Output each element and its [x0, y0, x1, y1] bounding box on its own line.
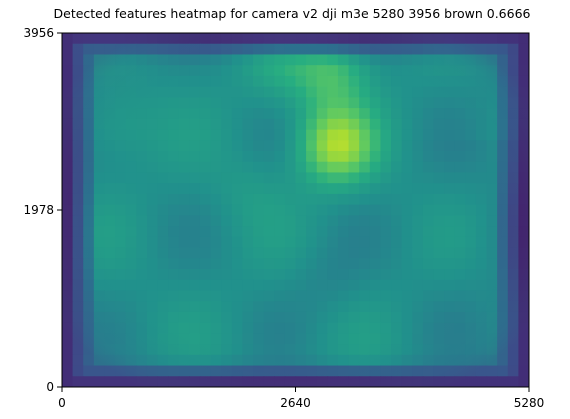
y-tick-label: 0 — [46, 380, 54, 394]
y-tick-label: 3956 — [23, 26, 54, 40]
plot-area — [61, 32, 530, 388]
y-tick-label: 1978 — [23, 203, 54, 217]
x-axis: 0 2640 5280 — [58, 387, 544, 410]
x-tick-label: 5280 — [514, 396, 545, 410]
x-tick-label: 2640 — [280, 396, 311, 410]
chart-title: Detected features heatmap for camera v2 … — [54, 6, 531, 21]
heatmap-cells — [62, 33, 529, 387]
x-tick-label: 0 — [58, 396, 66, 410]
y-axis: 0 1978 3956 — [23, 26, 62, 394]
heatmap-vignette — [62, 33, 529, 387]
